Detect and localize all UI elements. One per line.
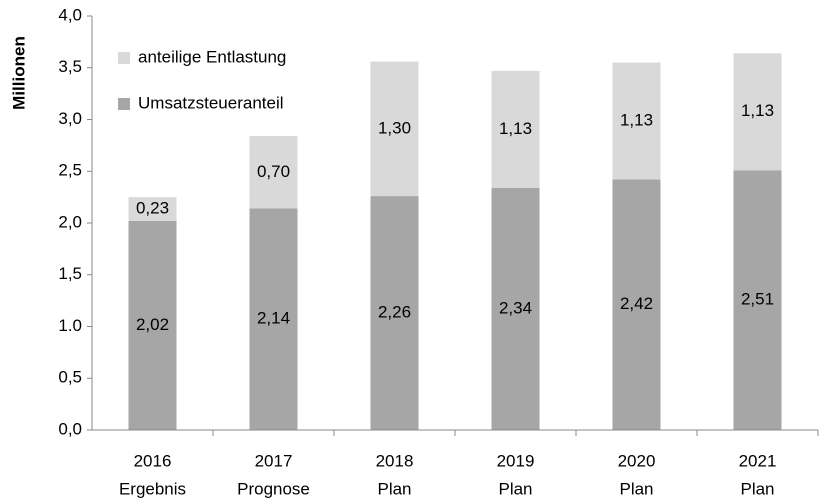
x-tick-label: Ergebnis — [119, 479, 186, 498]
bar-segment — [612, 179, 661, 430]
bar-segment — [370, 196, 419, 430]
x-tick-label: Plan — [619, 479, 653, 498]
data-label: 2,42 — [620, 294, 653, 313]
y-tick-label: 2,5 — [58, 161, 82, 180]
data-label: 1,13 — [620, 111, 653, 130]
bar-segment — [612, 62, 661, 180]
bar-segment — [370, 61, 419, 197]
data-label: 1,13 — [499, 119, 532, 138]
x-tick-label: Plan — [498, 479, 532, 498]
bar-segment — [491, 70, 540, 188]
legend-label: Umsatzsteueranteil — [138, 93, 284, 112]
x-tick-label: 2019 — [497, 451, 535, 470]
x-tick-label: 2021 — [739, 451, 777, 470]
data-label: 1,30 — [378, 118, 411, 137]
y-tick-label: 1.0 — [58, 316, 82, 335]
bar-segment — [733, 53, 782, 171]
bar-segment — [733, 170, 782, 430]
x-tick-label: 2017 — [255, 451, 293, 470]
x-tick-label: Plan — [740, 479, 774, 498]
y-tick-label: 4,0 — [58, 5, 82, 24]
x-tick-label: Plan — [377, 479, 411, 498]
data-label: 2,51 — [741, 290, 774, 309]
bar-segment — [249, 136, 298, 209]
y-tick-label: 3,0 — [58, 109, 82, 128]
data-label: 2,26 — [378, 303, 411, 322]
bar-segment — [249, 208, 298, 430]
legend-swatch — [118, 52, 130, 64]
data-label: 0,23 — [136, 199, 169, 218]
legend-label: anteilige Entlastung — [138, 47, 286, 66]
bar-segment — [128, 220, 177, 430]
data-label: 2,14 — [257, 309, 290, 328]
x-tick-label: 2020 — [618, 451, 656, 470]
bar-segment — [128, 197, 177, 221]
data-label: 1,13 — [741, 101, 774, 120]
data-label: 0,70 — [257, 162, 290, 181]
legend-swatch — [118, 98, 130, 110]
data-label: 2,02 — [136, 315, 169, 334]
x-tick-label: Prognose — [237, 479, 310, 498]
y-tick-label: 2,0 — [58, 212, 82, 231]
x-tick-label: 2018 — [376, 451, 414, 470]
y-tick-label: 1,5 — [58, 264, 82, 283]
y-tick-label: 0,0 — [58, 419, 82, 438]
bar-segment — [491, 187, 540, 430]
y-tick-label: 3,5 — [58, 57, 82, 76]
y-tick-label: 0,5 — [58, 368, 82, 387]
y-axis-title: Millionen — [9, 36, 28, 110]
x-tick-label: 2016 — [134, 451, 172, 470]
data-label: 2,34 — [499, 298, 532, 317]
